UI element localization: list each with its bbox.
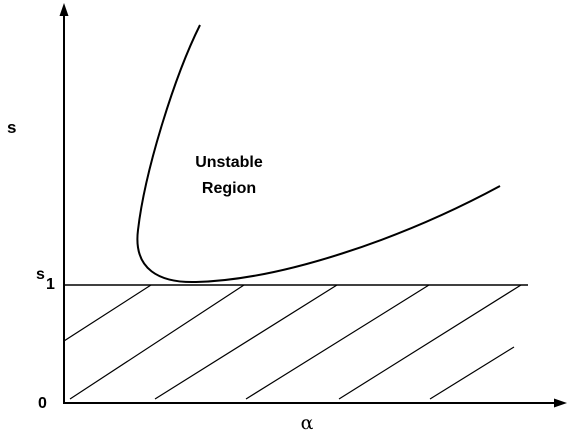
hatch-line bbox=[338, 285, 522, 400]
hatched-region bbox=[64, 285, 522, 400]
threshold-label-subscript: 1 bbox=[46, 276, 55, 293]
y-axis-label: s bbox=[7, 118, 16, 137]
stability-boundary-curve bbox=[136, 24, 501, 284]
region-label-line1: Unstable bbox=[195, 154, 263, 171]
y-axis-arrowhead bbox=[59, 3, 69, 16]
threshold-label-main: s bbox=[36, 266, 45, 283]
region-label-line2: Region bbox=[202, 180, 256, 197]
hatch-line bbox=[64, 285, 152, 342]
x-axis-label: α bbox=[301, 412, 314, 434]
origin-label: 0 bbox=[38, 395, 47, 412]
threshold-label: s 1 bbox=[36, 266, 55, 293]
hatch-line bbox=[154, 285, 338, 400]
hatch-line bbox=[429, 346, 515, 400]
region-label: Unstable Region bbox=[195, 154, 263, 197]
hatch-line bbox=[69, 285, 245, 400]
x-axis-arrowhead bbox=[554, 398, 567, 408]
hatch-line bbox=[245, 285, 430, 400]
axes bbox=[63, 14, 556, 404]
